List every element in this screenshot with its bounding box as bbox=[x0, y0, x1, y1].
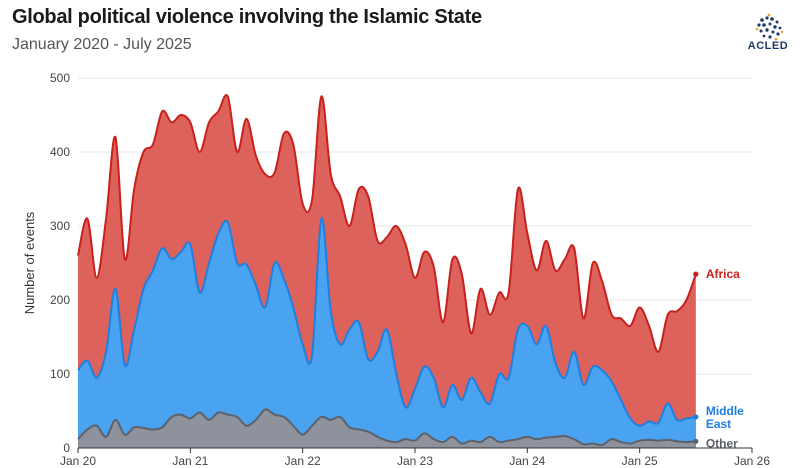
x-tick-label: Jan 26 bbox=[734, 454, 770, 468]
end-point-middle-east bbox=[693, 414, 699, 420]
chart-subtitle: January 2020 - July 2025 bbox=[12, 36, 192, 53]
y-axis-label: Number of events bbox=[22, 211, 37, 314]
end-point-africa bbox=[693, 271, 699, 277]
chart-title: Global political violence involving the … bbox=[12, 6, 482, 28]
series-label-middle-east: Middle East bbox=[706, 404, 744, 431]
acled-logo-text: ACLED bbox=[747, 40, 789, 52]
acled-logo-icon bbox=[755, 13, 784, 41]
x-tick-label: Jan 21 bbox=[172, 454, 208, 468]
y-tick-label: 300 bbox=[50, 219, 70, 233]
line-africa bbox=[77, 94, 697, 353]
x-tick-label: Jan 20 bbox=[60, 454, 96, 468]
end-point-other bbox=[693, 438, 699, 444]
y-tick-label: 500 bbox=[50, 71, 70, 85]
x-tick-label: Jan 25 bbox=[622, 454, 658, 468]
series-label-africa: Africa bbox=[706, 267, 740, 281]
y-tick-label: 100 bbox=[50, 367, 70, 381]
line-middle-east bbox=[77, 217, 696, 427]
x-tick-label: Jan 22 bbox=[285, 454, 321, 468]
y-tick-label: 200 bbox=[50, 293, 70, 307]
series-label-other: Other bbox=[706, 436, 738, 450]
x-tick-label: Jan 24 bbox=[509, 454, 545, 468]
y-tick-label: 0 bbox=[63, 441, 70, 455]
x-tick-label: Jan 23 bbox=[397, 454, 433, 468]
y-tick-label: 400 bbox=[50, 145, 70, 159]
area-middle-east bbox=[78, 218, 696, 448]
area-other bbox=[78, 409, 696, 448]
line-other bbox=[77, 408, 696, 447]
